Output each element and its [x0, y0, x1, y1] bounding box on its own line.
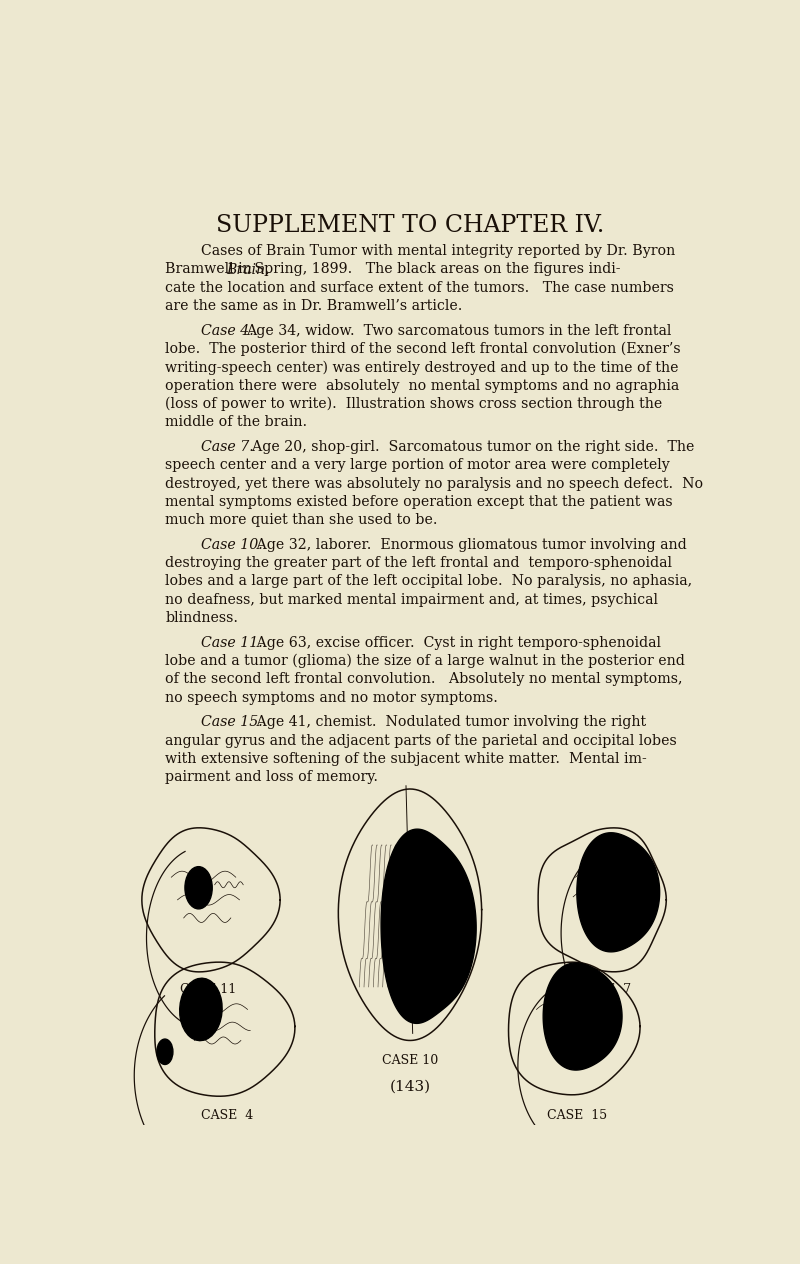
Text: no deafness, but marked mental impairment and, at times, psychical: no deafness, but marked mental impairmen… — [165, 593, 658, 607]
Text: pairment and loss of memory.: pairment and loss of memory. — [165, 770, 378, 784]
Text: middle of the brain.: middle of the brain. — [165, 416, 307, 430]
Text: Cases of Brain Tumor with mental integrity reported by Dr. Byron: Cases of Brain Tumor with mental integri… — [201, 244, 675, 258]
Text: Age 20, shop-girl.  Sarcomatous tumor on the right side.  The: Age 20, shop-girl. Sarcomatous tumor on … — [243, 440, 694, 454]
Text: Case 15.: Case 15. — [201, 715, 263, 729]
Text: CASE  7: CASE 7 — [579, 982, 631, 996]
Text: cate the location and surface extent of the tumors.   The case numbers: cate the location and surface extent of … — [165, 281, 674, 295]
Polygon shape — [543, 963, 622, 1071]
Ellipse shape — [157, 1039, 173, 1064]
Text: destroying the greater part of the left frontal and  temporo-sphenoidal: destroying the greater part of the left … — [165, 556, 672, 570]
Text: of the second left frontal convolution.   Absolutely no mental symptoms,: of the second left frontal convolution. … — [165, 672, 682, 686]
Polygon shape — [509, 962, 640, 1095]
Text: (loss of power to write).  Illustration shows cross section through the: (loss of power to write). Illustration s… — [165, 397, 662, 411]
Text: Case 7.: Case 7. — [201, 440, 254, 454]
Polygon shape — [338, 789, 482, 1040]
Text: angular gyrus and the adjacent parts of the parietal and occipital lobes: angular gyrus and the adjacent parts of … — [165, 733, 677, 747]
Polygon shape — [154, 962, 295, 1096]
Text: mental symptoms existed before operation except that the patient was: mental symptoms existed before operation… — [165, 494, 673, 509]
Text: Case 11.: Case 11. — [201, 636, 263, 650]
Text: writing-speech center) was entirely destroyed and up to the time of the: writing-speech center) was entirely dest… — [165, 360, 678, 374]
Text: Age 41, chemist.  Nodulated tumor involving the right: Age 41, chemist. Nodulated tumor involvi… — [252, 715, 646, 729]
Text: lobes and a large part of the left occipital lobe.  No paralysis, no aphasia,: lobes and a large part of the left occip… — [165, 574, 692, 589]
Polygon shape — [142, 828, 280, 972]
Polygon shape — [146, 852, 185, 1024]
Text: operation there were  absolutely  no mental symptoms and no agraphia: operation there were absolutely no menta… — [165, 379, 679, 393]
Text: blindness.: blindness. — [165, 611, 238, 624]
Text: speech center and a very large portion of motor area were completely: speech center and a very large portion o… — [165, 459, 670, 473]
Text: are the same as in Dr. Bramwell’s article.: are the same as in Dr. Bramwell’s articl… — [165, 300, 462, 313]
Text: (143): (143) — [390, 1079, 430, 1093]
Text: Age 32, laborer.  Enormous gliomatous tumor involving and: Age 32, laborer. Enormous gliomatous tum… — [252, 537, 686, 552]
Text: Case 4.: Case 4. — [201, 324, 254, 337]
Text: destroyed, yet there was absolutely no paralysis and no speech defect.  No: destroyed, yet there was absolutely no p… — [165, 477, 703, 490]
Text: lobe.  The posterior third of the second left frontal convolution (Exner’s: lobe. The posterior third of the second … — [165, 343, 681, 356]
Text: lobe and a tumor (glioma) the size of a large walnut in the posterior end: lobe and a tumor (glioma) the size of a … — [165, 653, 685, 669]
Ellipse shape — [185, 867, 212, 909]
Text: Case 10.: Case 10. — [201, 537, 263, 552]
Text: CASE 10: CASE 10 — [382, 1054, 438, 1067]
Polygon shape — [381, 829, 476, 1024]
Text: with extensive softening of the subjacent white matter.  Mental im-: with extensive softening of the subjacen… — [165, 752, 647, 766]
Text: Brain,: Brain, — [226, 263, 270, 277]
Polygon shape — [538, 828, 666, 972]
Text: Age 63, excise officer.  Cyst in right temporo-sphenoidal: Age 63, excise officer. Cyst in right te… — [252, 636, 661, 650]
Ellipse shape — [410, 978, 415, 986]
Polygon shape — [134, 996, 207, 1174]
Ellipse shape — [180, 978, 222, 1040]
Text: much more quiet than she used to be.: much more quiet than she used to be. — [165, 513, 438, 527]
Text: CASE 11: CASE 11 — [180, 982, 237, 996]
Polygon shape — [577, 833, 660, 952]
Text: Age 34, widow.  Two sarcomatous tumors in the left frontal: Age 34, widow. Two sarcomatous tumors in… — [246, 324, 671, 337]
Text: SUPPLEMENT TO CHAPTER IV.: SUPPLEMENT TO CHAPTER IV. — [216, 214, 604, 236]
Text: CASE  4: CASE 4 — [201, 1109, 254, 1122]
Text: Bramwell in: Bramwell in — [165, 263, 256, 277]
Text: CASE  15: CASE 15 — [547, 1109, 607, 1122]
Text: no speech symptoms and no motor symptoms.: no speech symptoms and no motor symptoms… — [165, 690, 498, 704]
Text: Spring, 1899.   The black areas on the figures indi-: Spring, 1899. The black areas on the fig… — [250, 263, 621, 277]
